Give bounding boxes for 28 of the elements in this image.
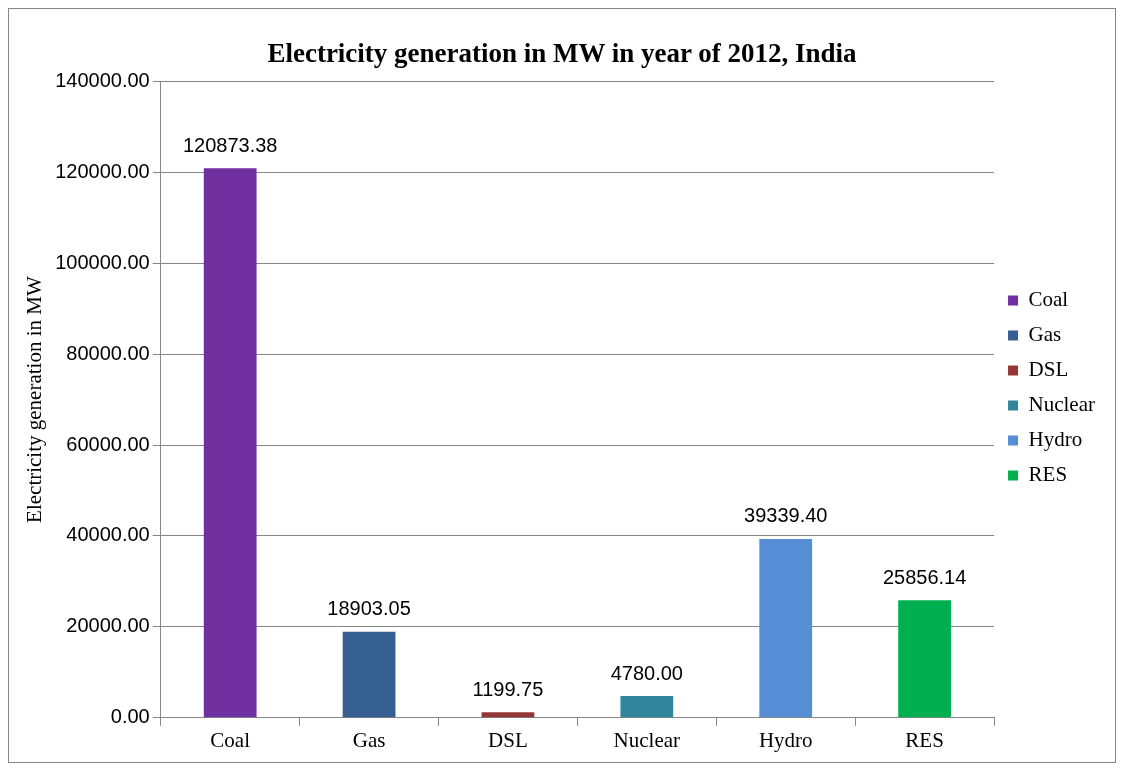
- legend-label: Coal: [1028, 287, 1069, 312]
- y-tick-label: 20000.00: [66, 614, 150, 637]
- x-tick-label: Coal: [210, 727, 251, 752]
- x-tick-label: Nuclear: [613, 727, 681, 752]
- x-tick-label: DSL: [488, 727, 528, 752]
- y-tick-label: 100000.00: [55, 250, 150, 273]
- legend-label: RES: [1028, 462, 1068, 487]
- y-tick-label: 140000.00: [55, 68, 150, 91]
- data-label: 25856.14: [882, 565, 967, 588]
- x-tick-label: Hydro: [758, 727, 813, 752]
- y-tick-label: 60000.00: [66, 432, 150, 455]
- data-label: 39339.40: [744, 504, 828, 527]
- y-axis-title: Electricity generation in MW: [22, 276, 47, 523]
- data-label: 4780.00: [610, 661, 683, 684]
- data-label: 120873.38: [182, 133, 278, 156]
- y-tick-label: 0.00: [110, 705, 150, 728]
- y-tick-label: 80000.00: [66, 341, 150, 364]
- y-tick-label: 120000.00: [55, 159, 150, 182]
- legend-label: Gas: [1028, 322, 1062, 347]
- data-label: 1199.75: [472, 677, 544, 700]
- x-tick-label: RES: [905, 727, 944, 752]
- legend-label: Hydro: [1028, 427, 1083, 452]
- legend-label: Nuclear: [1028, 392, 1096, 417]
- y-tick-label: 40000.00: [66, 523, 150, 546]
- data-label: 18903.05: [327, 597, 411, 620]
- chart-title: Electricity generation in MW in year of 2012, India: [267, 38, 858, 69]
- x-tick-label: Gas: [352, 727, 386, 752]
- legend-label: DSL: [1028, 357, 1069, 382]
